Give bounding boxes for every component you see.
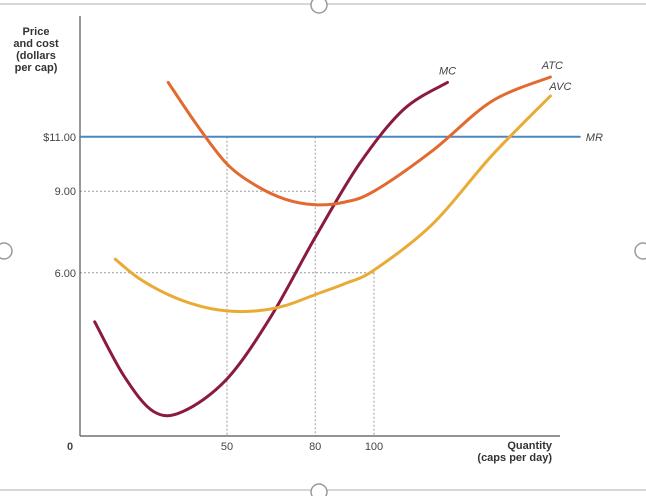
y-axis-title-line: per cap) bbox=[14, 62, 58, 74]
x-axis-title: Quantity (caps per day) bbox=[432, 440, 552, 464]
x-tick-label: 50 bbox=[221, 441, 233, 453]
atc-curve bbox=[166, 75, 552, 207]
resize-handle-top[interactable] bbox=[310, 0, 328, 14]
avc-label: AVC bbox=[548, 81, 571, 93]
atc-label: ATC bbox=[541, 60, 563, 72]
mc-label: MC bbox=[439, 65, 456, 77]
resize-handle-left[interactable] bbox=[0, 242, 13, 260]
x-axis-title-line: (caps per day) bbox=[477, 452, 552, 464]
avc-curve bbox=[113, 94, 552, 314]
axes bbox=[79, 16, 560, 437]
x-axis-title-line: Quantity bbox=[507, 440, 552, 452]
y-axis-title-line: and cost bbox=[13, 38, 59, 50]
curves bbox=[79, 75, 581, 418]
x-tick-label: 100 bbox=[365, 441, 383, 453]
y-tick-label: 6.00 bbox=[55, 268, 76, 280]
tick-labels: 0 $11.00 9.00 6.00 50 80 100 bbox=[43, 132, 383, 453]
y-axis-title-line: (dollars bbox=[16, 50, 56, 62]
series-labels: MR MC ATC AVC bbox=[439, 60, 603, 144]
y-axis-title: Price and cost (dollars per cap) bbox=[6, 26, 66, 74]
y-tick-label: $11.00 bbox=[43, 132, 76, 144]
mr-label: MR bbox=[586, 132, 603, 144]
mc-curve bbox=[93, 80, 449, 418]
cost-chart: 0 $11.00 9.00 6.00 50 80 100 MR MC ATC AVC bbox=[43, 16, 603, 453]
origin-label: 0 bbox=[67, 441, 73, 453]
resize-handle-right[interactable] bbox=[634, 242, 646, 260]
y-axis-title-line: Price bbox=[22, 26, 50, 38]
x-tick-label: 80 bbox=[309, 441, 321, 453]
y-tick-label: 9.00 bbox=[55, 186, 76, 198]
resize-handle-bottom[interactable] bbox=[310, 483, 328, 496]
guide-lines bbox=[80, 136, 375, 436]
